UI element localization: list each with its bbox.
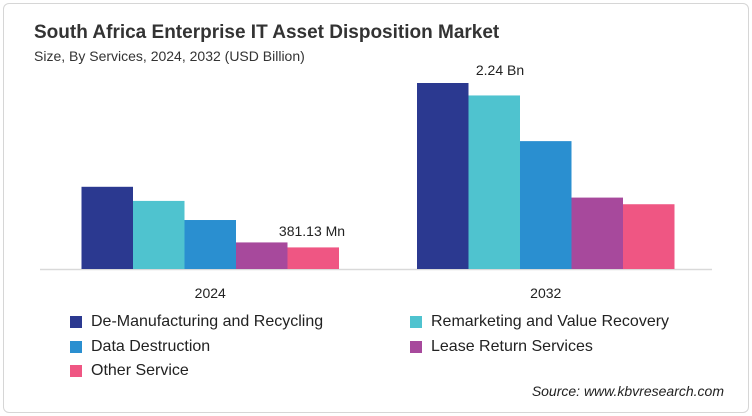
chart-subtitle: Size, By Services, 2024, 2032 (USD Billi…: [34, 48, 305, 64]
x-tick-label: 2024: [195, 285, 226, 301]
legend-swatch: [70, 365, 82, 377]
legend-swatch: [70, 341, 82, 353]
x-tick-label: 2032: [530, 285, 561, 301]
legend-item: Lease Return Services: [410, 338, 593, 356]
legend-item: Remarketing and Value Recovery: [410, 313, 669, 331]
bar-2032-3: [571, 197, 623, 269]
legend-label: De-Manufacturing and Recycling: [91, 313, 324, 330]
legend-swatch: [410, 316, 422, 328]
data-label: 381.13 Mn: [279, 223, 345, 239]
source-note: Source: www.kbvresearch.com: [531, 383, 724, 399]
bar-2024-1: [133, 200, 185, 269]
legend-label: Data Destruction: [91, 338, 211, 355]
chart-title: South Africa Enterprise IT Asset Disposi…: [34, 22, 500, 43]
data-label: 2.24 Bn: [476, 62, 524, 78]
legend-item: Other Service: [70, 362, 189, 380]
bar-2024-2: [184, 220, 236, 269]
bar-2032-4: [623, 204, 675, 269]
legend-item: De-Manufacturing and Recycling: [70, 313, 323, 331]
legend-item: Data Destruction: [70, 338, 210, 356]
bar-2024-3: [236, 242, 288, 269]
legend-swatch: [410, 341, 422, 353]
bar-2024-4: [287, 247, 339, 269]
legend-label: Lease Return Services: [431, 338, 593, 355]
legend-label: Other Service: [91, 362, 189, 379]
bar-2032-0: [417, 83, 469, 269]
bar-2032-1: [468, 95, 520, 270]
bar-2024-0: [81, 186, 133, 269]
legend-swatch: [70, 316, 82, 328]
legend-label: Remarketing and Value Recovery: [431, 313, 670, 330]
bar-2032-2: [520, 141, 572, 269]
chart-frame: [3, 3, 749, 413]
